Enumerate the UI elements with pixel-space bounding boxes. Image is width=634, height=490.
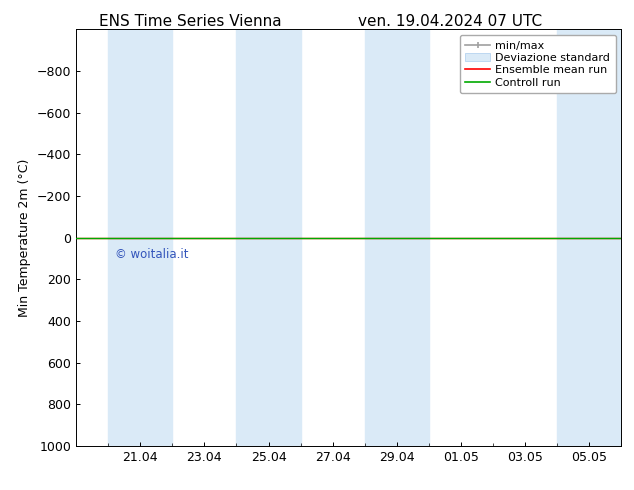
Text: ven. 19.04.2024 07 UTC: ven. 19.04.2024 07 UTC [358,14,542,29]
Y-axis label: Min Temperature 2m (°C): Min Temperature 2m (°C) [18,158,31,317]
Bar [108,29,172,446]
Bar [557,29,621,446]
Bar [236,29,301,446]
Bar [365,29,429,446]
Text: © woitalia.it: © woitalia.it [115,248,188,261]
Legend: min/max, Deviazione standard, Ensemble mean run, Controll run: min/max, Deviazione standard, Ensemble m… [460,35,616,93]
Text: ENS Time Series Vienna: ENS Time Series Vienna [99,14,281,29]
